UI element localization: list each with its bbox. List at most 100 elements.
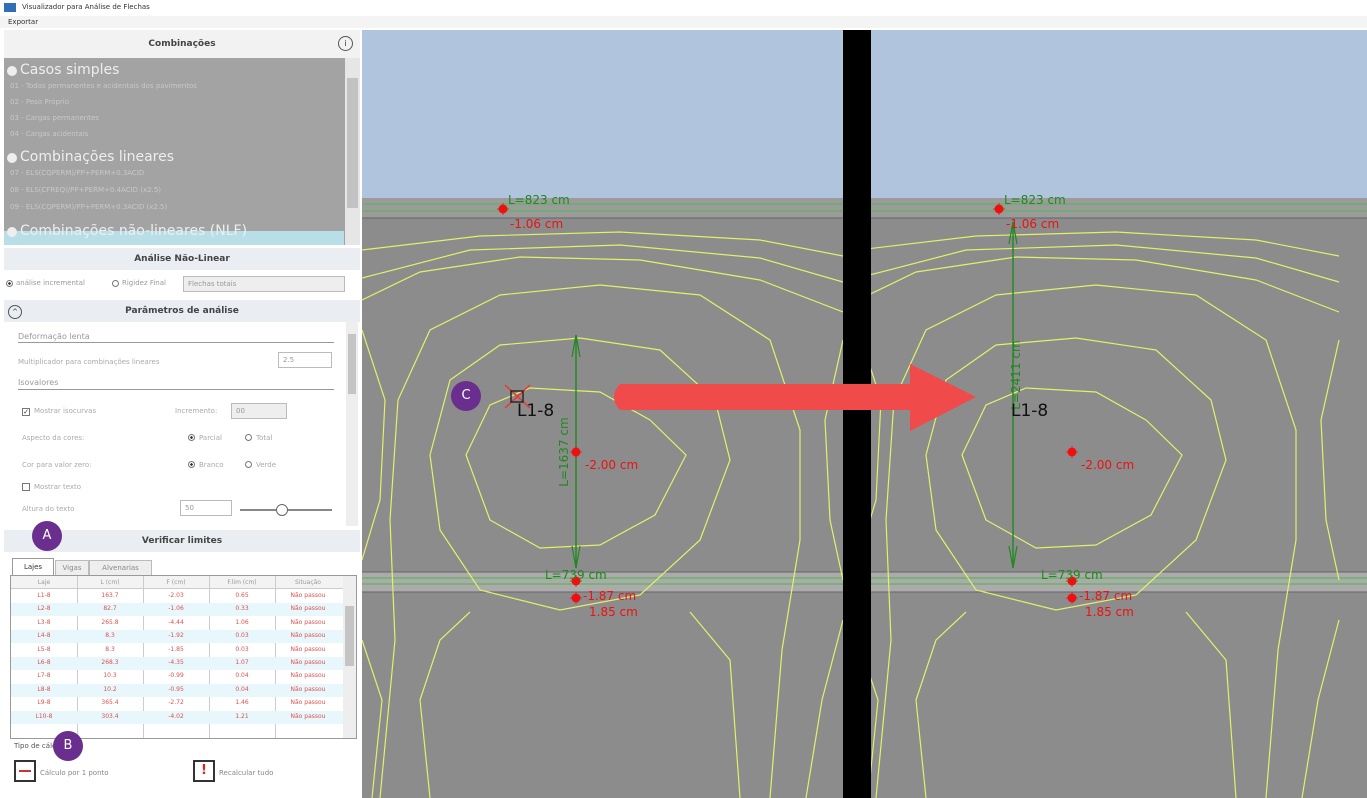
scrollbar[interactable] [343, 576, 356, 738]
scrollbar[interactable] [346, 322, 358, 526]
length-label: L=739 cm [545, 568, 607, 582]
number-input[interactable]: 2.5 [278, 352, 332, 368]
info-icon[interactable]: i [338, 36, 353, 51]
table-cell: -4.02 [168, 712, 184, 720]
column-header: L (cm) [100, 579, 120, 586]
callout-badge: A [32, 521, 62, 551]
table-header-row [11, 576, 343, 589]
table-cell: -2.72 [168, 699, 184, 707]
row-stripe [11, 683, 343, 697]
dimension-label: L=2411 cm [1009, 340, 1023, 409]
table-cell: 8.3 [105, 632, 115, 640]
dimension-arrow [1008, 221, 1018, 569]
table-cell: 163.7 [101, 592, 119, 599]
table-cell: 268.3 [101, 659, 119, 666]
collapse-button[interactable]: ^ [8, 305, 22, 319]
tab[interactable]: Alvenarias [89, 560, 152, 576]
callout-badge: C [451, 381, 481, 411]
table-cell: 0.65 [235, 592, 249, 599]
tab[interactable]: Vigas [55, 560, 89, 576]
table-cell: Não passou [290, 712, 326, 720]
table-cell: L4-8 [37, 632, 51, 640]
radio-label: Verde [256, 461, 277, 469]
menu-bar: Exportar [0, 16, 1367, 28]
dropdown[interactable]: 00 [231, 403, 287, 419]
table-cell: -0.99 [168, 672, 184, 680]
table-cell: 0.03 [235, 632, 249, 640]
slider-thumb[interactable] [276, 504, 288, 516]
table-cell: L7-8 [37, 672, 51, 680]
icon-detail [19, 770, 31, 772]
table-cell: L9-8 [37, 699, 51, 707]
selection-cursor [504, 384, 531, 409]
app-icon [4, 3, 16, 12]
length-label: L=823 cm [1004, 193, 1066, 207]
combination-item: 02 - Peso Próprio [10, 98, 69, 106]
table-cell: L10-8 [35, 712, 53, 720]
point-cross [1066, 575, 1078, 587]
table-cell: L2-8 [37, 605, 51, 613]
number-input[interactable]: 50 [180, 500, 232, 516]
field-label: Altura do texto [22, 505, 75, 513]
table-cell: 365.4 [101, 699, 119, 707]
slab-label: L1-8 [1011, 401, 1048, 421]
annotations-right: L=2411 cm L=823 cm -1.06 cm L1-8 -2.00 cm L=7… [993, 193, 1134, 619]
button-label[interactable]: Cálculo por 1 ponto [40, 769, 109, 777]
group-icon [7, 153, 17, 163]
row-stripe [11, 657, 343, 670]
table-cell: Não passou [290, 685, 326, 693]
column-header: F (cm) [166, 579, 186, 586]
deflection-label: -2.00 cm [1081, 458, 1134, 472]
combination-item: 03 - Cargas permanentes [10, 114, 99, 122]
table-cell: 8.3 [105, 645, 115, 653]
checkbox[interactable] [22, 483, 30, 491]
radio[interactable] [112, 280, 119, 287]
radio[interactable] [245, 461, 252, 468]
table-cell: 0.03 [235, 645, 249, 653]
deflection-label: -1.06 cm [1006, 217, 1059, 231]
deflection-label: -1.87 cm [1079, 589, 1132, 603]
viewport-left[interactable] [362, 30, 882, 798]
button-icon[interactable] [14, 760, 36, 782]
radio-selected[interactable] [188, 434, 195, 441]
checkbox-checked[interactable]: ✓ [22, 408, 30, 416]
point-cross [497, 203, 509, 215]
combination-list: Casos simples 01 - Todas permanentes e ac… [4, 58, 360, 245]
scroll-thumb[interactable] [348, 334, 356, 394]
radio-selected[interactable] [188, 461, 195, 468]
table-cell: 82.7 [103, 605, 117, 613]
scroll-thumb[interactable] [347, 78, 358, 208]
table-cell: L6-8 [37, 659, 51, 666]
table-cell: L8-8 [37, 685, 51, 693]
table-cell: Não passou [290, 659, 326, 666]
group-title: Deformação lenta [18, 332, 90, 341]
tab-active[interactable]: Lajes [12, 558, 54, 575]
deflection-label: -2.00 cm [585, 458, 638, 472]
table-cell: L5-8 [37, 645, 51, 653]
section-header: Verificar limites [4, 530, 360, 552]
group-icon [7, 66, 17, 76]
scroll-thumb[interactable] [345, 606, 354, 666]
group-title: Isovalores [18, 378, 59, 387]
field-label: Incremento: [175, 407, 218, 415]
selected-row [4, 231, 344, 245]
section-header: Combinações [4, 30, 360, 58]
menu-item[interactable]: Exportar [8, 18, 39, 26]
column-header: Situação [295, 579, 321, 586]
divider-bar [843, 30, 871, 798]
table-cell: -1.92 [168, 632, 184, 640]
section-header: Análise Não-Linear [4, 248, 360, 270]
radio-label: Total [256, 434, 273, 442]
table-cell: 1.46 [235, 699, 249, 707]
dropdown[interactable]: Flechas totais [183, 276, 345, 292]
column-header: F.lim (cm) [227, 579, 257, 586]
row-stripe [11, 603, 343, 617]
button-label[interactable]: Recalcular tudo [219, 769, 274, 777]
field-label: Cor para valor zero: [22, 461, 92, 469]
radio-selected[interactable] [6, 280, 13, 287]
point-cross [993, 203, 1005, 215]
button-icon[interactable]: ! [193, 760, 215, 782]
radio[interactable] [245, 434, 252, 441]
table-cell: 303.4 [101, 712, 119, 720]
scrollbar[interactable] [345, 58, 360, 245]
